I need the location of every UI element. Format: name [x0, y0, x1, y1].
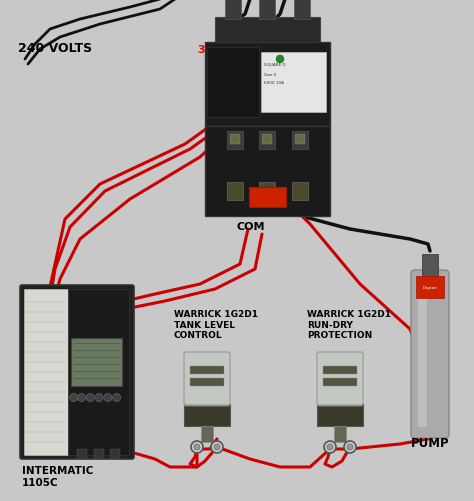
Circle shape — [347, 444, 353, 450]
Circle shape — [194, 444, 200, 450]
Bar — [72, 338, 122, 386]
Bar — [323, 366, 357, 374]
Text: 3: 3 — [197, 45, 205, 55]
Bar — [207, 48, 259, 118]
Circle shape — [327, 444, 333, 450]
Bar — [422, 255, 438, 277]
Bar — [261, 53, 326, 113]
Bar — [94, 449, 104, 459]
Bar — [230, 135, 240, 145]
Bar — [227, 132, 243, 150]
Bar — [201, 426, 213, 442]
Bar — [110, 449, 120, 459]
Text: WARRICK 1G2D1
RUN-DRY
PROTECTION: WARRICK 1G2D1 RUN-DRY PROTECTION — [307, 310, 391, 339]
Bar — [215, 18, 320, 46]
Circle shape — [86, 394, 94, 402]
Circle shape — [191, 441, 203, 453]
Text: 240 VOLTS: 240 VOLTS — [18, 42, 92, 55]
Bar — [294, 0, 310, 20]
Text: 600V 10A: 600V 10A — [264, 81, 284, 85]
Text: COM: COM — [236, 221, 265, 231]
FancyBboxPatch shape — [184, 352, 230, 406]
Circle shape — [95, 394, 103, 402]
Circle shape — [104, 394, 112, 402]
Bar — [295, 135, 305, 145]
Bar — [24, 290, 68, 455]
Bar — [78, 449, 88, 459]
Bar — [292, 132, 308, 150]
Bar — [262, 135, 272, 145]
Bar — [190, 378, 224, 386]
Text: Dayton: Dayton — [422, 286, 438, 290]
Bar — [205, 43, 330, 127]
Bar — [184, 404, 230, 426]
Bar — [259, 0, 275, 20]
Bar — [416, 277, 444, 299]
Bar — [259, 183, 275, 200]
Circle shape — [324, 441, 336, 453]
Text: INTERMATIC
1105C: INTERMATIC 1105C — [22, 465, 93, 486]
Circle shape — [276, 56, 284, 64]
Bar — [323, 378, 357, 386]
Circle shape — [211, 441, 223, 453]
Bar — [227, 183, 243, 200]
Text: PUMP: PUMP — [410, 436, 449, 449]
Text: Size 0: Size 0 — [264, 73, 277, 77]
Bar — [317, 404, 363, 426]
Bar — [205, 127, 330, 216]
Circle shape — [70, 394, 78, 402]
Bar — [190, 366, 224, 374]
Circle shape — [344, 441, 356, 453]
Bar — [68, 290, 129, 455]
FancyBboxPatch shape — [20, 286, 134, 459]
FancyBboxPatch shape — [317, 352, 363, 406]
Bar — [259, 132, 275, 150]
Circle shape — [214, 444, 220, 450]
Bar — [249, 188, 286, 207]
FancyBboxPatch shape — [411, 271, 449, 438]
Circle shape — [113, 394, 120, 402]
Bar — [418, 280, 427, 427]
Text: WARRICK 1G2D1
TANK LEVEL
CONTROL: WARRICK 1G2D1 TANK LEVEL CONTROL — [174, 310, 258, 339]
Bar — [225, 0, 241, 20]
Circle shape — [77, 394, 85, 402]
Text: SQUARE D: SQUARE D — [264, 63, 286, 67]
Bar — [334, 426, 346, 442]
Bar — [292, 183, 308, 200]
